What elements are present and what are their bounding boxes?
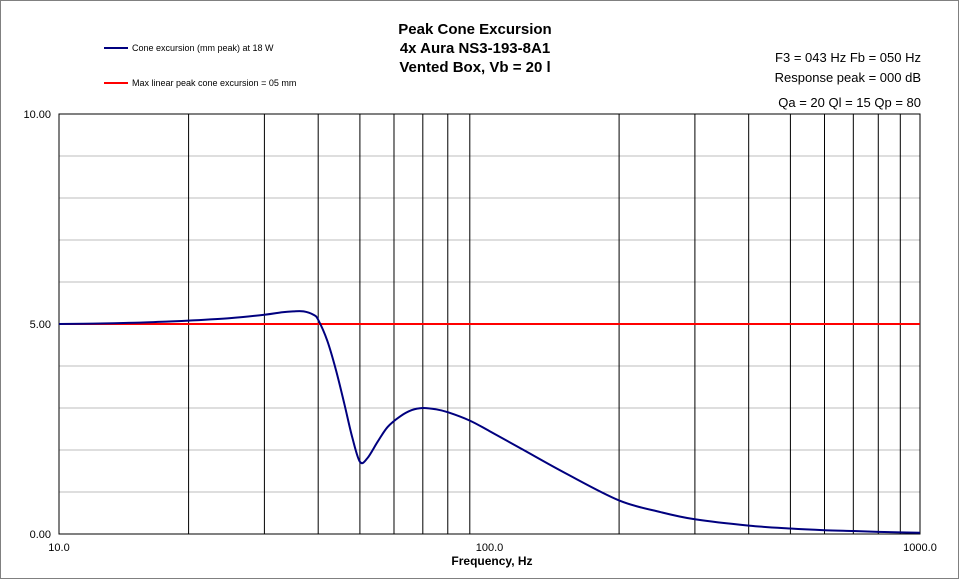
annotation-q-values: Qa = 20 Ql = 15 Qp = 80 — [778, 95, 921, 110]
x-tick-label: 100.0 — [476, 542, 504, 554]
chart-title-line-2: 4x Aura NS3-193-8A1 — [400, 40, 550, 57]
x-tick-label: 1000.0 — [903, 542, 937, 554]
x-axis-label: Frequency, Hz — [451, 554, 532, 568]
minor-gridlines — [59, 155, 920, 493]
y-tick-label: 0.00 — [30, 529, 51, 541]
y-tick-labels: 0.00 5.00 10.00 — [23, 109, 51, 541]
series-layer — [58, 310, 921, 534]
chart-title-line-3: Vented Box, Vb = 20 l — [399, 59, 550, 76]
legend-label-excursion: Cone excursion (mm peak) at 18 W — [132, 43, 274, 53]
x-tick-labels: 10.0 100.0 1000.0 — [48, 542, 937, 554]
y-tick-label: 10.00 — [23, 109, 51, 121]
x-tick-label: 10.0 — [48, 542, 69, 554]
annotation-f3-fb: F3 = 043 Hz Fb = 050 Hz — [775, 50, 921, 65]
series-line-cone-excursion — [58, 310, 921, 534]
legend-label-max-linear: Max linear peak cone excursion = 05 mm — [132, 78, 296, 88]
chart-title-line-1: Peak Cone Excursion — [398, 21, 551, 38]
y-tick-label: 5.00 — [30, 319, 51, 331]
annotation-response-peak: Response peak = 000 dB — [775, 70, 921, 85]
